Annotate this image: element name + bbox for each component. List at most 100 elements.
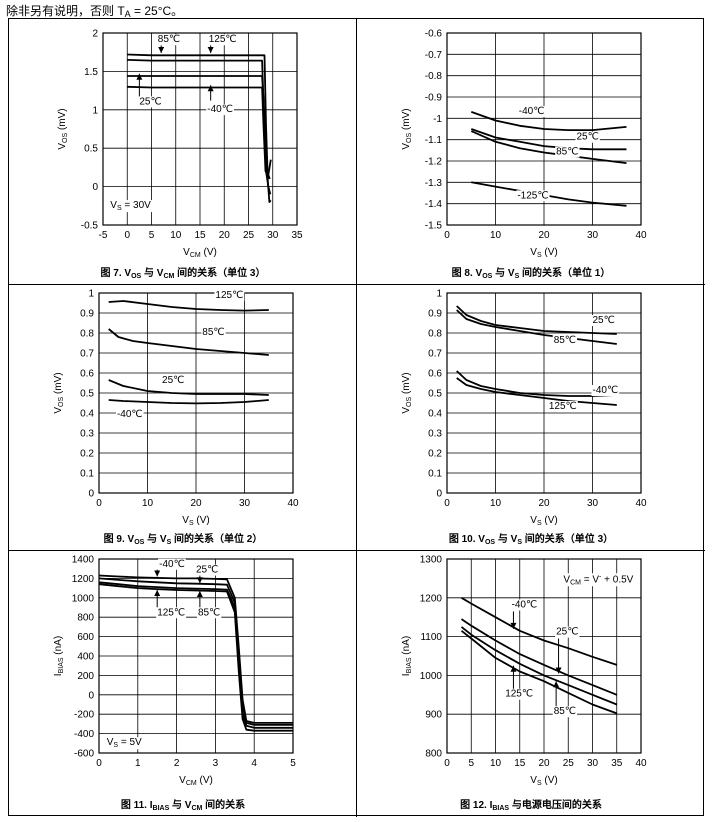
y-tick-label: 0 xyxy=(88,690,94,701)
annotation-bg xyxy=(195,564,220,576)
series-line--40℃ xyxy=(108,399,269,405)
x-tick-label: 4 xyxy=(251,758,257,769)
annotation-label: -40℃ xyxy=(207,104,233,115)
x-tick-label: 10 xyxy=(490,498,502,509)
series-line-125℃ xyxy=(98,583,293,732)
y-tick-label: 0.3 xyxy=(80,429,94,440)
plot-frame xyxy=(98,558,294,754)
annotation-arrowhead xyxy=(510,622,517,629)
plot-frame xyxy=(98,292,294,494)
y-tick-label: 0.8 xyxy=(428,329,442,340)
y-tick-label: 0 xyxy=(436,489,442,500)
plot-frame xyxy=(446,558,642,754)
x-tick-label: 10 xyxy=(170,230,182,241)
plot-frame xyxy=(446,292,642,494)
annotation-label: 85℃ xyxy=(202,327,224,338)
y-tick-label: 0.5 xyxy=(80,389,94,400)
series-line-25℃ xyxy=(127,75,271,180)
y-tick-label: -400 xyxy=(74,729,94,740)
series-line-85℃ xyxy=(460,626,618,706)
x-tick-label: 20 xyxy=(538,230,550,241)
x-tick-label: 35 xyxy=(611,758,623,769)
x-tick-label: 10 xyxy=(142,498,154,509)
annotation-bg xyxy=(161,375,186,386)
chart-fig11: 0 1 2 3 4 5 -600 -400 -200 0 200 400 600 800 1000 1200 1… xyxy=(9,551,357,817)
annotation-label: 25℃ xyxy=(556,627,578,638)
annotation-arrowhead xyxy=(510,665,517,672)
annotation-bg xyxy=(552,335,578,346)
annotation-label: 25℃ xyxy=(593,315,615,326)
x-tick-label: 0 xyxy=(444,230,450,241)
y-tick-label: -0.5 xyxy=(81,221,99,232)
x-axis-label: VS (V) xyxy=(530,515,557,527)
y-tick-label: 1000 xyxy=(72,593,95,604)
annotation-label: VS = 30V xyxy=(110,200,151,212)
y-tick-label: 1200 xyxy=(72,574,95,585)
y-tick-label: -1.4 xyxy=(425,199,443,210)
series-line-125℃ xyxy=(127,59,272,195)
note-subscript: A xyxy=(124,9,131,19)
annotation-label: 85℃ xyxy=(556,147,578,158)
note-suffix: = 25°C。 xyxy=(130,4,184,18)
page-note: 除非另有说明，否则 TA = 25°C。 xyxy=(6,2,183,19)
annotation-bg xyxy=(591,315,616,326)
annotation-arrowhead xyxy=(196,591,203,598)
x-tick-label: 25 xyxy=(563,758,575,769)
y-tick-label: 400 xyxy=(77,652,94,663)
chart-fig12: 0 5 10 15 20 25 30 35 40 800 900 1000 1100 1200 1300 VS… xyxy=(357,551,705,817)
y-tick-label: 0.1 xyxy=(428,469,442,480)
annotation-bg xyxy=(115,409,144,420)
annotation-bg xyxy=(562,573,635,587)
x-tick-label: 40 xyxy=(635,758,647,769)
y-tick-label: 0.1 xyxy=(80,469,94,480)
y-tick-label: 0.6 xyxy=(428,369,442,380)
chart-svg: 0 5 10 15 20 25 30 35 40 800 900 1000 1100 1200 1300 VS… xyxy=(401,555,647,813)
annotation-bg xyxy=(105,737,144,750)
y-tick-label: 0.3 xyxy=(428,429,442,440)
series-line-85℃ xyxy=(456,309,617,345)
x-tick-label: 40 xyxy=(635,230,647,241)
annotation-bg xyxy=(552,706,578,718)
annotation-label: 85℃ xyxy=(554,706,576,717)
y-tick-label: 0.8 xyxy=(80,329,94,340)
x-tick-label: 5 xyxy=(290,758,296,769)
series-line--40℃ xyxy=(127,85,272,176)
y-tick-label: 1000 xyxy=(420,671,443,682)
chart-fig7: -5 0 5 10 15 20 25 30 35 -0.5 0 0.5 1 1.5 2 VCM (V) VOS … xyxy=(9,19,357,285)
annotation-label: 25℃ xyxy=(162,375,184,386)
y-tick-label: 0.2 xyxy=(80,449,94,460)
y-axis-label: IBIAS (nA) xyxy=(401,636,413,676)
series-line--40℃ xyxy=(461,597,618,666)
y-tick-label: 600 xyxy=(77,632,94,643)
y-tick-label: -1 xyxy=(433,114,442,125)
y-tick-label: 0.9 xyxy=(80,309,94,320)
annotation-label: -40℃ xyxy=(512,600,538,611)
note-prefix: 除非另有说明，否则 T xyxy=(6,4,125,18)
x-axis-label: VCM (V) xyxy=(179,775,213,787)
y-tick-label: 0.5 xyxy=(428,389,442,400)
y-tick-label: -0.7 xyxy=(425,50,443,61)
y-tick-label: 0.7 xyxy=(80,349,94,360)
series-line-125℃ xyxy=(108,300,269,312)
y-axis-label: VOS (mV) xyxy=(401,372,413,413)
x-tick-label: 5 xyxy=(468,758,474,769)
y-tick-label: 1100 xyxy=(420,632,442,643)
annotation-label: 25℃ xyxy=(576,132,598,143)
series-line-85℃ xyxy=(108,328,269,356)
chart-svg: 0 10 20 30 40 0 0.1 0.2 0.3 0.4 0.5 0.6 0.7 0.8 0.9 1 VS… xyxy=(53,289,299,547)
y-tick-label: 800 xyxy=(425,749,442,760)
annotation-label: 25℃ xyxy=(196,565,218,576)
x-tick-label: 3 xyxy=(213,758,219,769)
annotation-arrowhead xyxy=(158,46,165,53)
annotation-bg xyxy=(158,558,186,570)
annotation-bg xyxy=(555,146,580,158)
y-tick-label: 1 xyxy=(88,289,94,300)
y-tick-label: 1 xyxy=(436,289,442,300)
annotation-bg xyxy=(555,626,580,638)
figure-caption: 图 9. VOS 与 VS 间的关系（单位 2） xyxy=(104,532,263,546)
x-tick-label: 0 xyxy=(96,498,102,509)
x-tick-label: 30 xyxy=(587,758,599,769)
x-tick-label: 20 xyxy=(219,230,231,241)
y-tick-label: 900 xyxy=(425,710,442,721)
annotation-label: 125℃ xyxy=(505,689,533,700)
